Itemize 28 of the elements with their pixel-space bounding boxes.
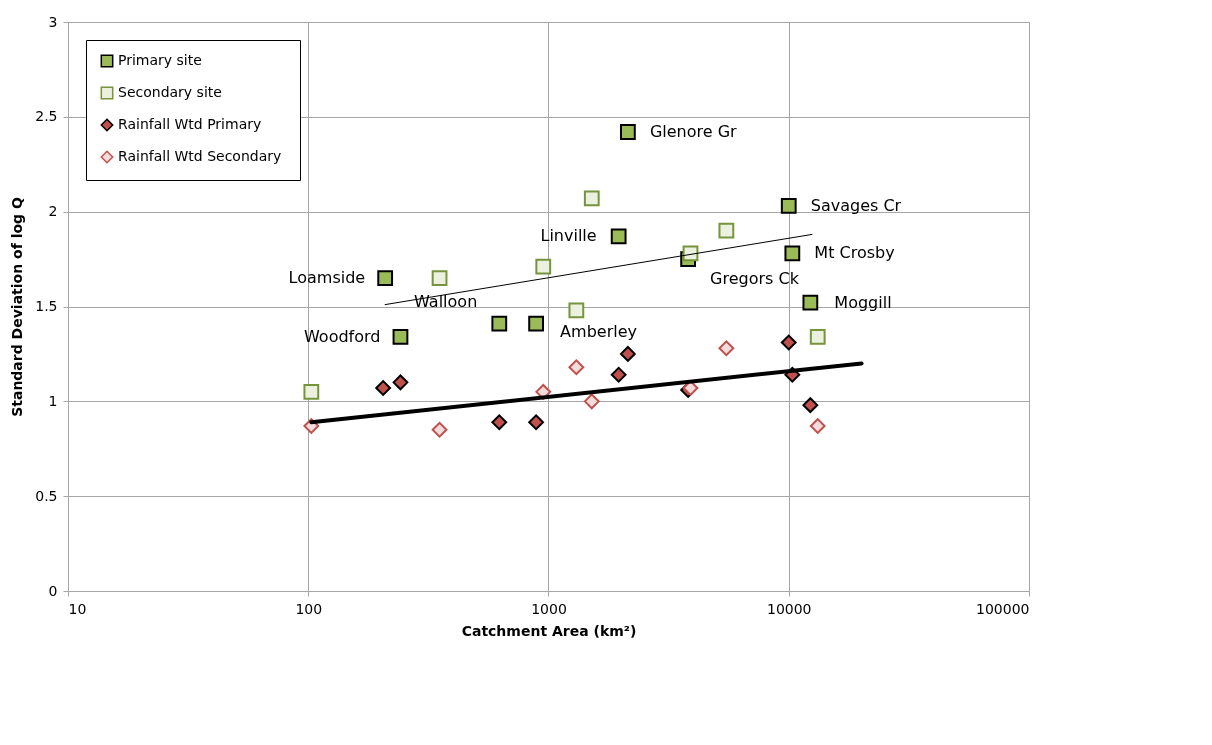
annotation: Glenore Gr (649, 122, 738, 142)
annotation: Linville (540, 226, 597, 246)
legend-label: Rainfall Wtd Secondary (118, 148, 282, 164)
y-axis-title: Standard Deviation of log Q (9, 197, 26, 417)
annotation: Walloon (414, 291, 478, 311)
x-axis-title: Catchment Area (km²) (461, 622, 637, 639)
x-tick-label: 10 (68, 600, 87, 617)
x-tick-label: 1000 (531, 600, 567, 617)
annotation: Mt Crosby (814, 243, 895, 263)
legend-label: Secondary site (118, 84, 222, 100)
y-tick-label: 3 (48, 13, 58, 30)
annotation: Gregors Ck (710, 269, 800, 289)
annotation: Loamside (288, 268, 366, 288)
y-tick-label: 1 (48, 392, 58, 409)
legend-label: Rainfall Wtd Primary (118, 116, 262, 132)
y-tick-label: 0.5 (35, 487, 58, 504)
annotation: Amberley (560, 321, 637, 341)
y-tick-label: 0 (48, 582, 58, 599)
legend-label: Primary site (118, 52, 202, 68)
x-tick-label: 10000 (766, 600, 812, 617)
y-tick-label: 2.5 (35, 108, 58, 125)
annotation: Woodford (303, 326, 381, 346)
x-tick-label: 100000 (976, 600, 1030, 617)
y-tick-label: 2 (48, 203, 58, 220)
annotation: Savages Cr (810, 195, 902, 215)
annotation: Moggill (834, 292, 892, 312)
y-tick-label: 1.5 (35, 298, 58, 314)
x-tick-label: 100 (295, 600, 323, 617)
